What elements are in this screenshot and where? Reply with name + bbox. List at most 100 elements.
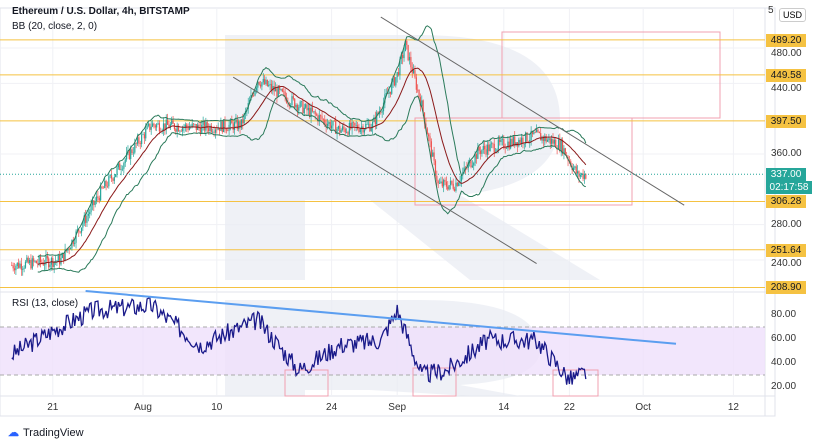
x-tick-label: 14	[498, 402, 510, 413]
candle-body	[132, 152, 135, 154]
candle-body	[177, 125, 180, 132]
candle-body	[74, 242, 76, 244]
candle-body	[283, 91, 285, 93]
candle-body	[514, 136, 516, 146]
candle-body	[549, 138, 551, 144]
candle-body	[23, 267, 25, 269]
candle-body	[372, 121, 374, 129]
candle-body	[561, 139, 564, 154]
candle-body	[198, 124, 200, 128]
candle-body	[150, 126, 152, 130]
candle-body	[216, 129, 218, 131]
candle-body	[447, 186, 449, 190]
candle-body	[363, 129, 365, 133]
candle-body	[448, 185, 450, 190]
candle-body	[496, 149, 498, 152]
candle-body	[56, 260, 58, 262]
candle-body	[187, 127, 189, 130]
candle-body	[238, 121, 240, 130]
candle-body	[220, 121, 222, 131]
candle-body	[265, 79, 267, 85]
candle-body	[78, 229, 80, 232]
candle-body	[426, 128, 428, 135]
candle-body	[438, 182, 441, 184]
rsi-trendline	[85, 290, 677, 345]
candle-body	[534, 132, 536, 133]
candle-body	[44, 264, 46, 266]
candle-body	[519, 139, 521, 143]
candle-body	[253, 95, 255, 96]
candle-body	[305, 104, 307, 108]
candle-body	[492, 143, 494, 145]
candle-body	[136, 137, 139, 144]
candle-body	[294, 98, 296, 108]
candle-body	[143, 134, 145, 139]
candle-body	[331, 125, 333, 129]
candle-body	[397, 72, 400, 76]
candle-body	[31, 258, 33, 269]
x-tick-label: Sep	[388, 402, 407, 413]
candle-body	[477, 147, 479, 159]
candle-body	[474, 154, 476, 163]
candle-body	[315, 114, 318, 116]
candle-body	[530, 130, 532, 140]
candle-body	[233, 122, 236, 130]
candle-body	[38, 256, 40, 264]
candle-body	[376, 112, 378, 125]
candle-body	[407, 44, 409, 61]
candle-body	[575, 166, 577, 174]
x-tick-label: Oct	[635, 402, 651, 413]
candle-body	[563, 148, 565, 154]
level-price-tag: 208.90	[766, 281, 806, 295]
candle-body	[574, 166, 576, 168]
candle-body	[109, 175, 111, 177]
candle-body	[203, 121, 206, 131]
candle-body	[577, 171, 579, 174]
candle-body	[332, 120, 334, 126]
candle-body	[135, 143, 137, 144]
candle-body	[367, 123, 370, 125]
candle-body	[429, 136, 431, 142]
candle-body	[255, 87, 258, 91]
candle-body	[108, 176, 110, 187]
currency-button[interactable]: USD	[779, 8, 807, 22]
zone-box	[552, 369, 599, 397]
candle-body	[182, 127, 184, 132]
candle-body	[28, 260, 31, 263]
candle-body	[284, 91, 286, 98]
candle-body	[175, 129, 177, 132]
candle-body	[444, 179, 446, 182]
candle-body	[149, 123, 151, 130]
candle-body	[324, 119, 326, 124]
candle-body	[33, 258, 35, 262]
candle-body	[191, 123, 193, 128]
bb-basis	[37, 67, 587, 265]
candle-body	[110, 175, 113, 179]
rsi-legend[interactable]: RSI (13, close)	[12, 298, 79, 309]
candle-body	[380, 111, 382, 113]
candle-body	[146, 125, 148, 129]
candle-body	[192, 123, 195, 125]
rsi-line	[11, 295, 587, 385]
candle-body	[351, 122, 353, 129]
candle-body	[355, 125, 357, 126]
candle-body	[393, 77, 396, 86]
candle-body	[19, 263, 21, 268]
candle-body	[86, 215, 88, 223]
candle-body	[117, 163, 119, 168]
channel-trendline	[232, 76, 537, 264]
candle-body	[497, 139, 499, 150]
candle-body	[206, 122, 208, 129]
tradingview-logo[interactable]: ☁ TradingView	[8, 426, 84, 440]
rsi-tick-label: 40.00	[771, 357, 797, 368]
candle-body	[458, 183, 460, 186]
candle-body	[490, 143, 493, 145]
rsi-tick-label: 60.00	[771, 333, 797, 344]
bb-legend[interactable]: BB (20, close, 2, 0)	[12, 21, 98, 32]
candle-body	[121, 168, 124, 170]
candle-body	[63, 253, 65, 261]
candle-body	[59, 255, 61, 265]
candle-body	[37, 263, 39, 264]
candle-body	[585, 174, 587, 179]
